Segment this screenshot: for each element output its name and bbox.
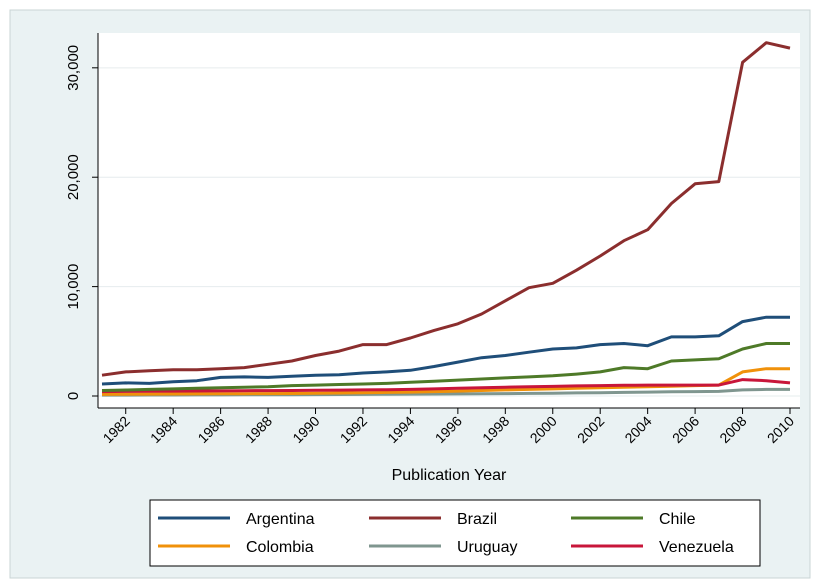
legend-label-chile: Chile	[659, 511, 696, 528]
legend-box	[149, 499, 761, 567]
grid-lines	[98, 67, 800, 397]
series-line-argentina	[101, 315, 790, 386]
plot-area	[98, 33, 800, 408]
series-line-brazil	[101, 41, 791, 377]
legend-label-uruguay: Uruguay	[457, 539, 517, 556]
series-lines	[101, 41, 791, 397]
y-tick-label: 20,000	[65, 154, 82, 200]
y-tick-label: 10,000	[65, 264, 82, 310]
legend-label-colombia: Colombia	[246, 539, 314, 556]
series-line-venezuela	[101, 378, 791, 394]
y-tick-label: 30,000	[65, 45, 82, 91]
axes	[97, 33, 800, 409]
series-line-chile	[101, 342, 790, 392]
x-axis-title: Publication Year	[392, 467, 507, 484]
legend: Argentina Brazil Chile Colombia Uruguay Venez…	[149, 499, 761, 567]
legend-label-argentina: Argentina	[246, 511, 315, 528]
y-tick-label: 0	[65, 392, 82, 400]
legend-label-venezuela: Venezuela	[659, 539, 734, 556]
y-axis-ticks: 0 10,000 20,000 30,000	[65, 45, 98, 400]
legend-label-brazil: Brazil	[457, 511, 497, 528]
